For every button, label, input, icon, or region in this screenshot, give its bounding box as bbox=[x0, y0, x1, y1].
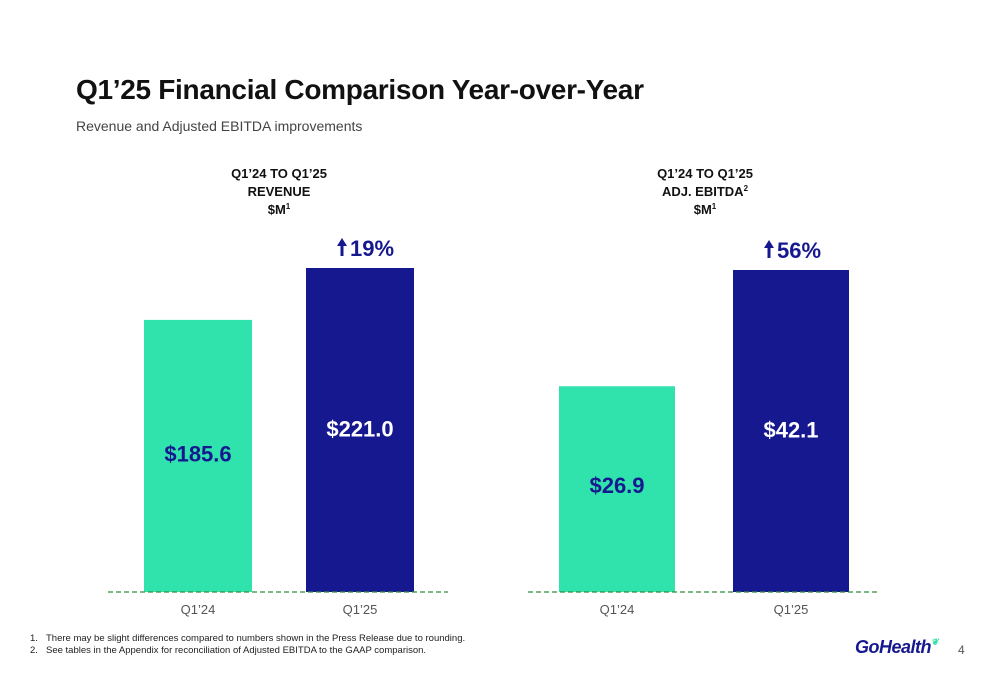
category-label: Q1’24 bbox=[600, 602, 635, 617]
data-label: $26.9 bbox=[589, 473, 644, 498]
footnote-superscript: 1 bbox=[712, 202, 717, 211]
bar-prior bbox=[559, 386, 675, 592]
footnote-superscript: 1 bbox=[286, 202, 291, 211]
page-subtitle: Revenue and Adjusted EBITDA improvements bbox=[76, 118, 363, 134]
logo-text: GoHealth bbox=[855, 637, 932, 657]
chart-title-line: ADJ. EBITDA2 bbox=[662, 184, 749, 199]
footnotes: 1. There may be slight differences compar… bbox=[30, 633, 465, 657]
category-label: Q1’24 bbox=[181, 602, 216, 617]
leaf-icon: ❦ bbox=[931, 637, 939, 647]
data-label: $185.6 bbox=[164, 441, 231, 466]
data-label: $221.0 bbox=[326, 416, 393, 441]
up-arrow-icon bbox=[764, 240, 774, 258]
page-title: Q1’25 Financial Comparison Year-over-Yea… bbox=[76, 74, 644, 105]
change-percent: 56% bbox=[777, 238, 821, 263]
chart-title-line: $M1 bbox=[694, 202, 717, 217]
gohealth-logo: GoHealth❦ bbox=[855, 637, 939, 658]
footnote-superscript: 2 bbox=[744, 184, 749, 193]
chart-title-line: Q1’24 TO Q1’25 bbox=[657, 166, 753, 181]
bar-current bbox=[306, 268, 414, 592]
category-label: Q1’25 bbox=[343, 602, 378, 617]
data-label: $42.1 bbox=[763, 417, 818, 442]
bar-current bbox=[733, 270, 849, 592]
footnote-text: See tables in the Appendix for reconcili… bbox=[46, 645, 427, 656]
category-label: Q1’25 bbox=[774, 602, 809, 617]
chart-title-line: REVENUE bbox=[248, 184, 311, 199]
up-arrow-icon bbox=[337, 238, 347, 256]
footnote-1: 1. There may be slight differences compar… bbox=[30, 633, 465, 645]
footnote-number: 2. bbox=[30, 645, 38, 656]
footnote-text: There may be slight differences compared… bbox=[46, 633, 466, 644]
footnote-2: 2. See tables in the Appendix for reconci… bbox=[30, 645, 465, 657]
footnote-number: 1. bbox=[30, 633, 38, 644]
chart-title-line: Q1’24 TO Q1’25 bbox=[231, 166, 327, 181]
change-percent: 19% bbox=[350, 236, 394, 261]
page-number: 4 bbox=[958, 643, 965, 657]
bar-prior bbox=[144, 319, 252, 592]
chart-title-line: $M1 bbox=[268, 202, 291, 217]
